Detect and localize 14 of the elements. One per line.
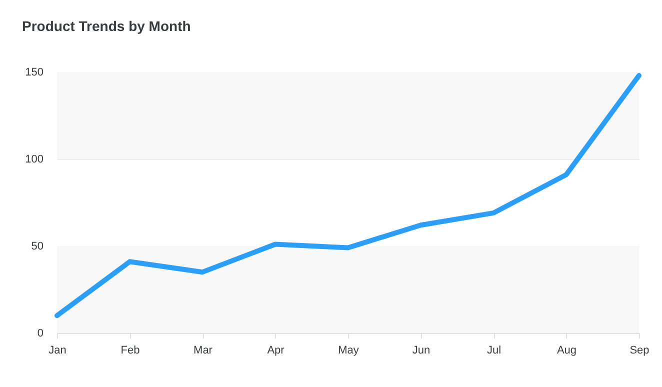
y-tick-label: 0 — [37, 328, 44, 340]
x-tick-label: Feb — [120, 344, 140, 356]
x-tick-label: Mar — [194, 344, 213, 356]
y-tick-label: 50 — [31, 240, 44, 252]
y-tick-label: 100 — [25, 154, 44, 166]
x-tick-label: Sep — [630, 344, 650, 356]
x-tick-label: Jul — [486, 344, 502, 356]
x-tick-label: Apr — [267, 344, 285, 356]
x-tick-label: Jun — [412, 344, 430, 356]
x-tick-label: Aug — [556, 344, 577, 356]
x-tick-label: May — [338, 344, 360, 356]
chart-title: Product Trends by Month — [22, 18, 191, 34]
y-tick-label: 150 — [25, 66, 44, 78]
x-tick-label: Jan — [48, 344, 66, 356]
